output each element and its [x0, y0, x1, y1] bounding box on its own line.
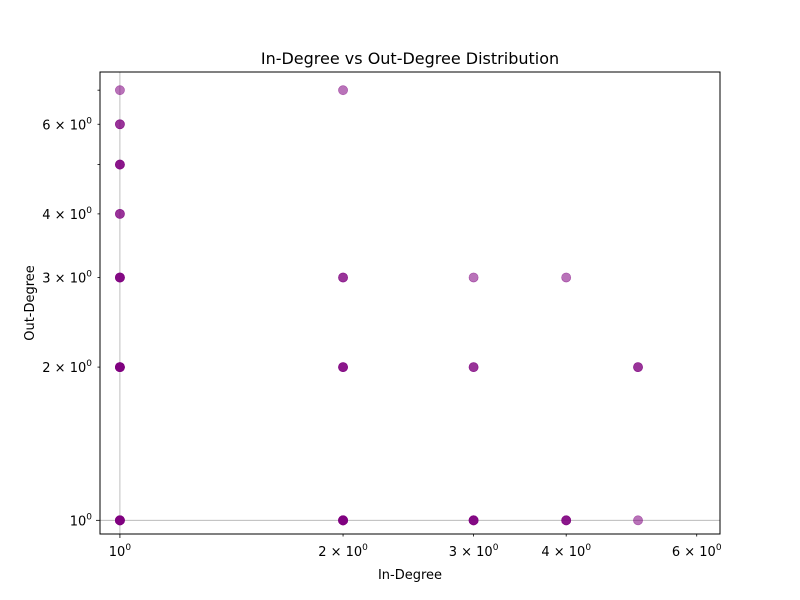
y-axis-label: Out-Degree: [23, 265, 38, 341]
scatter-point: [115, 159, 125, 170]
scatter-point: [115, 515, 125, 526]
y-tick-label: 6 × 100: [42, 116, 92, 133]
scatter-point: [115, 208, 125, 219]
scatter-point: [115, 362, 125, 373]
scatter-point: [468, 515, 479, 526]
y-axis-ticks: 100 2 × 100 3 × 100 4 × 100 6 × 100: [42, 89, 100, 529]
scatter-point: [561, 515, 572, 526]
x-tick-label: 100: [109, 543, 132, 560]
scatter-point: [115, 119, 125, 130]
x-tick-label: 6 × 100: [672, 543, 722, 560]
plot-area-frame: [99, 71, 721, 535]
x-axis-ticks: 100 2 × 100 3 × 100 4 × 100 6 × 100: [109, 534, 722, 560]
scatter-point: [115, 272, 125, 283]
y-tick-label: 2 × 100: [42, 359, 92, 376]
scatter-point: [633, 515, 643, 526]
data-points: [115, 85, 643, 526]
chart-title: In-Degree vs Out-Degree Distribution: [261, 49, 559, 68]
scatter-point: [338, 85, 348, 96]
scatter-point: [468, 272, 479, 283]
x-axis-label: In-Degree: [378, 568, 442, 583]
x-tick-label: 2 × 100: [318, 543, 368, 560]
scatter-point: [338, 362, 348, 373]
scatter-point: [115, 85, 125, 96]
scatter-point: [338, 272, 348, 283]
scatter-point: [338, 515, 348, 526]
x-tick-label: 3 × 100: [449, 543, 499, 560]
y-tick-label: 100: [70, 512, 93, 529]
y-tick-label: 4 × 100: [42, 206, 92, 223]
scatter-point: [633, 362, 643, 373]
x-tick-label: 4 × 100: [541, 543, 591, 560]
grid-lines: [100, 72, 720, 534]
y-tick-label: 3 × 100: [42, 269, 92, 286]
scatter-point: [468, 362, 479, 373]
scatter-point: [561, 272, 572, 283]
